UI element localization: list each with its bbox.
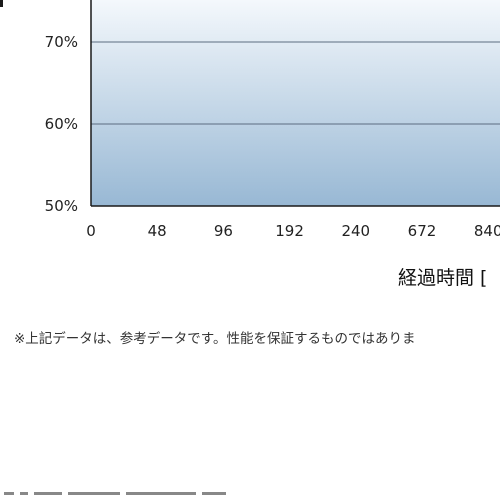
top-left-mark bbox=[0, 0, 3, 7]
x-tick-label: 192 bbox=[275, 222, 304, 240]
disclaimer-note: ※上記データは、参考データです。性能を保証するものではありま bbox=[14, 327, 415, 347]
x-axis-title: 経過時間 [ bbox=[398, 267, 487, 289]
x-tick-label: 0 bbox=[86, 222, 96, 240]
plot-area-fill bbox=[91, 0, 500, 206]
x-tick-labels: 0 48 96 192 240 672 840 bbox=[86, 222, 500, 240]
x-tick-label: 48 bbox=[148, 222, 167, 240]
y-tick-label: 60% bbox=[45, 115, 78, 133]
x-tick-label: 672 bbox=[408, 222, 437, 240]
x-tick-label: 840 bbox=[474, 222, 500, 240]
cropped-footer-text bbox=[4, 492, 304, 500]
y-tick-label: 50% bbox=[45, 197, 78, 215]
x-tick-label: 96 bbox=[214, 222, 233, 240]
x-tick-label: 240 bbox=[341, 222, 370, 240]
y-tick-label: 70% bbox=[45, 33, 78, 51]
y-tick-labels: 50% 60% 70% bbox=[45, 33, 78, 215]
